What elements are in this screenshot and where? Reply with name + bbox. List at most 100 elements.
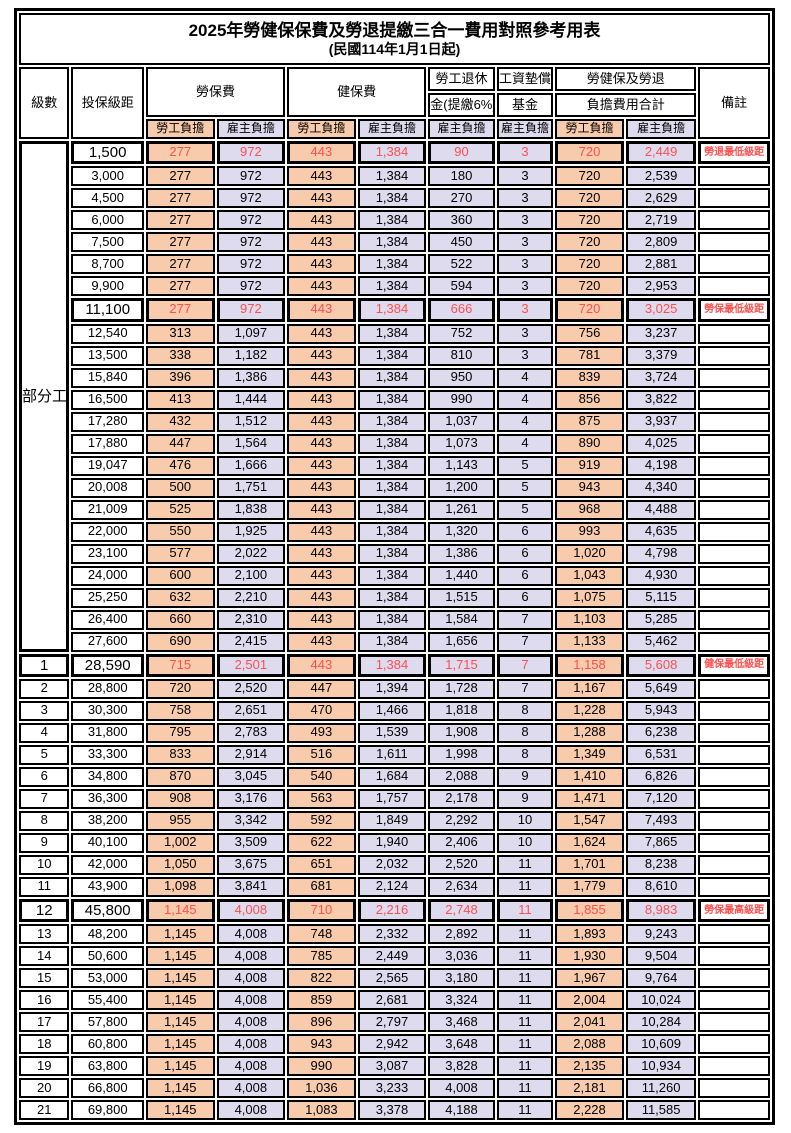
health-employee-cell: 443	[287, 188, 356, 209]
health-employer-cell: 1,384	[357, 499, 427, 520]
wage-fund-employer-cell: 9	[496, 788, 554, 809]
wage-fund-employer-cell: 11	[496, 876, 554, 897]
health-employee-cell: 710	[287, 898, 356, 922]
remark-cell	[698, 876, 770, 897]
health-employee-cell: 443	[287, 477, 356, 498]
remark-cell: 勞保最低級距	[698, 298, 770, 322]
pension-employer-cell: 3,324	[428, 990, 495, 1010]
pension-employer-cell: 2,748	[428, 898, 495, 922]
health-employee-cell: 1,083	[287, 1100, 356, 1120]
pension-employer-cell: 1,584	[428, 609, 495, 630]
bracket-cell: 7,500	[71, 232, 144, 253]
table-row: 16 55,400 1,145 4,008 859 2,681 3,324 11 2,004 10…	[19, 990, 770, 1010]
total-employee-cell: 1,471	[555, 788, 624, 809]
remark-cell	[698, 587, 770, 608]
page-title: 2025年勞健保保費及勞退提繳三合一費用對照參考用表	[188, 21, 601, 41]
wage-fund-employer-cell: 11	[496, 1012, 554, 1032]
bracket-cell: 16,500	[71, 389, 144, 410]
col-header-pension-line2: 金(提繳6%)	[428, 93, 495, 117]
remark-cell	[698, 1100, 770, 1120]
table-row: 15 53,000 1,145 4,008 822 2,565 3,180 11 1,967 9,…	[19, 968, 770, 988]
table-row: 27,600 690 2,415 443 1,384 1,656 7 1,133 5,462	[19, 631, 770, 652]
subheader-labor-employer: 雇主負擔	[216, 119, 286, 139]
remark-cell	[698, 609, 770, 630]
total-employer-cell: 3,937	[625, 411, 697, 432]
labor-employer-cell: 972	[216, 232, 286, 253]
total-employer-cell: 8,610	[625, 876, 697, 897]
bracket-cell: 1,500	[71, 141, 144, 165]
pension-employer-cell: 1,998	[428, 744, 495, 765]
health-employer-cell: 1,384	[357, 345, 427, 366]
table-row: 19 63,800 1,145 4,008 990 3,087 3,828 11 2,135 10…	[19, 1056, 770, 1076]
total-employer-cell: 3,724	[625, 367, 697, 388]
table-row: 21 69,800 1,145 4,008 1,083 3,378 4,188 11 2,228…	[19, 1100, 770, 1120]
pension-employer-cell: 3,468	[428, 1012, 495, 1032]
wage-fund-employer-cell: 5	[496, 455, 554, 476]
bracket-cell: 40,100	[71, 832, 144, 853]
table-row: 6,000 277 972 443 1,384 360 3 720 2,719	[19, 210, 770, 231]
total-employer-cell: 8,983	[625, 898, 697, 922]
health-employee-cell: 748	[287, 924, 356, 944]
health-employer-cell: 1,384	[357, 565, 427, 586]
page-subtitle: (民國114年1月1日起)	[328, 40, 461, 57]
labor-employee-cell: 476	[146, 455, 215, 476]
bracket-cell: 25,250	[71, 587, 144, 608]
bracket-cell: 36,300	[71, 788, 144, 809]
level-cell: 4	[19, 722, 70, 743]
pension-employer-cell: 1,715	[428, 653, 495, 677]
level-cell: 9	[19, 832, 70, 853]
health-employee-cell: 443	[287, 323, 356, 344]
total-employer-cell: 7,865	[625, 832, 697, 853]
remark-cell	[698, 766, 770, 787]
labor-employee-cell: 277	[146, 188, 215, 209]
labor-employee-cell: 1,145	[146, 968, 215, 988]
health-employee-cell: 516	[287, 744, 356, 765]
labor-employer-cell: 1,512	[216, 411, 286, 432]
total-employer-cell: 9,764	[625, 968, 697, 988]
labor-employee-cell: 1,145	[146, 1034, 215, 1054]
labor-employee-cell: 313	[146, 323, 215, 344]
remark-cell	[698, 1078, 770, 1098]
labor-employer-cell: 2,310	[216, 609, 286, 630]
total-employee-cell: 993	[555, 521, 624, 542]
total-employer-cell: 3,822	[625, 389, 697, 410]
health-employer-cell: 1,384	[357, 433, 427, 454]
table-row: 17,880 447 1,564 443 1,384 1,073 4 890 4,025	[19, 433, 770, 454]
health-employee-cell: 1,036	[287, 1078, 356, 1098]
wage-fund-employer-cell: 4	[496, 411, 554, 432]
labor-employer-cell: 2,100	[216, 565, 286, 586]
total-employer-cell: 5,115	[625, 587, 697, 608]
labor-employer-cell: 3,675	[216, 854, 286, 875]
total-employee-cell: 720	[555, 210, 624, 231]
wage-fund-employer-cell: 3	[496, 232, 554, 253]
wage-fund-employer-cell: 4	[496, 389, 554, 410]
bracket-cell: 43,900	[71, 876, 144, 897]
bracket-cell: 69,800	[71, 1100, 144, 1120]
labor-employee-cell: 715	[146, 653, 215, 677]
subheader-total-employer: 雇主負擔	[625, 119, 697, 139]
health-employee-cell: 443	[287, 587, 356, 608]
labor-employer-cell: 1,666	[216, 455, 286, 476]
level-cell: 8	[19, 810, 70, 831]
subheader-total-employee: 勞工負擔	[555, 119, 624, 139]
wage-fund-employer-cell: 3	[496, 254, 554, 275]
health-employer-cell: 1,384	[357, 210, 427, 231]
bracket-cell: 57,800	[71, 1012, 144, 1032]
remark-cell	[698, 631, 770, 652]
health-employer-cell: 1,384	[357, 389, 427, 410]
bracket-cell: 50,600	[71, 946, 144, 966]
health-employee-cell: 563	[287, 788, 356, 809]
col-header-health-fee: 健保費	[287, 67, 427, 117]
labor-employer-cell: 972	[216, 254, 286, 275]
labor-employer-cell: 1,097	[216, 323, 286, 344]
pension-employer-cell: 1,656	[428, 631, 495, 652]
table-row: 2 28,800 720 2,520 447 1,394 1,728 7 1,167 5,649	[19, 678, 770, 699]
subheader-health-employee: 勞工負擔	[287, 119, 356, 139]
level-cell: 17	[19, 1012, 70, 1032]
col-header-bracket: 投保級距	[71, 67, 144, 139]
remark-cell	[698, 367, 770, 388]
table-row: 13 48,200 1,145 4,008 748 2,332 2,892 11 1,893 9,…	[19, 924, 770, 944]
pension-employer-cell: 810	[428, 345, 495, 366]
total-employee-cell: 2,181	[555, 1078, 624, 1098]
subheader-wage-fund-employer: 雇主負擔	[496, 119, 554, 139]
